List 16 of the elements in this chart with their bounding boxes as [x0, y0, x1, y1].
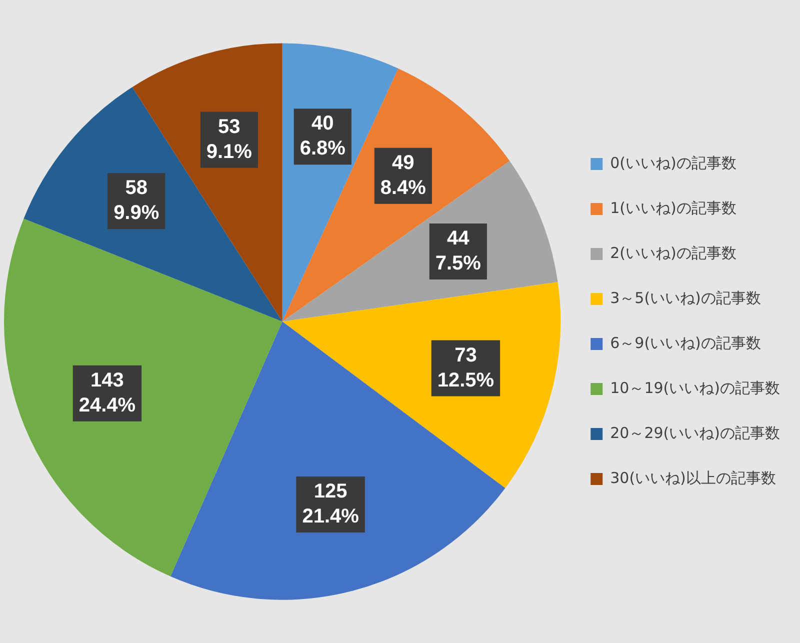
data-label: 49 8.4% — [380, 152, 426, 199]
legend-label: 30(いいね)以上の記事数 — [610, 468, 776, 487]
data-label: 73 12.5% — [437, 344, 494, 392]
legend-label: 3～5(いいね)の記事数 — [610, 288, 761, 307]
data-label: 125 21.4% — [302, 480, 360, 528]
legend-label: 6～9(いいね)の記事数 — [610, 334, 761, 352]
legend-label: 0(いいね)の記事数 — [610, 154, 736, 172]
legend-label: 1(いいね)の記事数 — [610, 198, 736, 217]
legend-label: 20～29(いいね)の記事数 — [610, 424, 780, 442]
data-label: 44 7.5% — [435, 228, 482, 275]
data-label: 143 24.4% — [78, 369, 136, 416]
data-label: 58 9.9% — [114, 177, 160, 224]
legend-label: 10～19(いいね)の記事数 — [610, 378, 780, 397]
legend-label: 2(いいね)の記事数 — [610, 244, 736, 262]
data-label: 40 6.8% — [300, 112, 346, 160]
data-label: 53 9.1% — [206, 116, 252, 163]
